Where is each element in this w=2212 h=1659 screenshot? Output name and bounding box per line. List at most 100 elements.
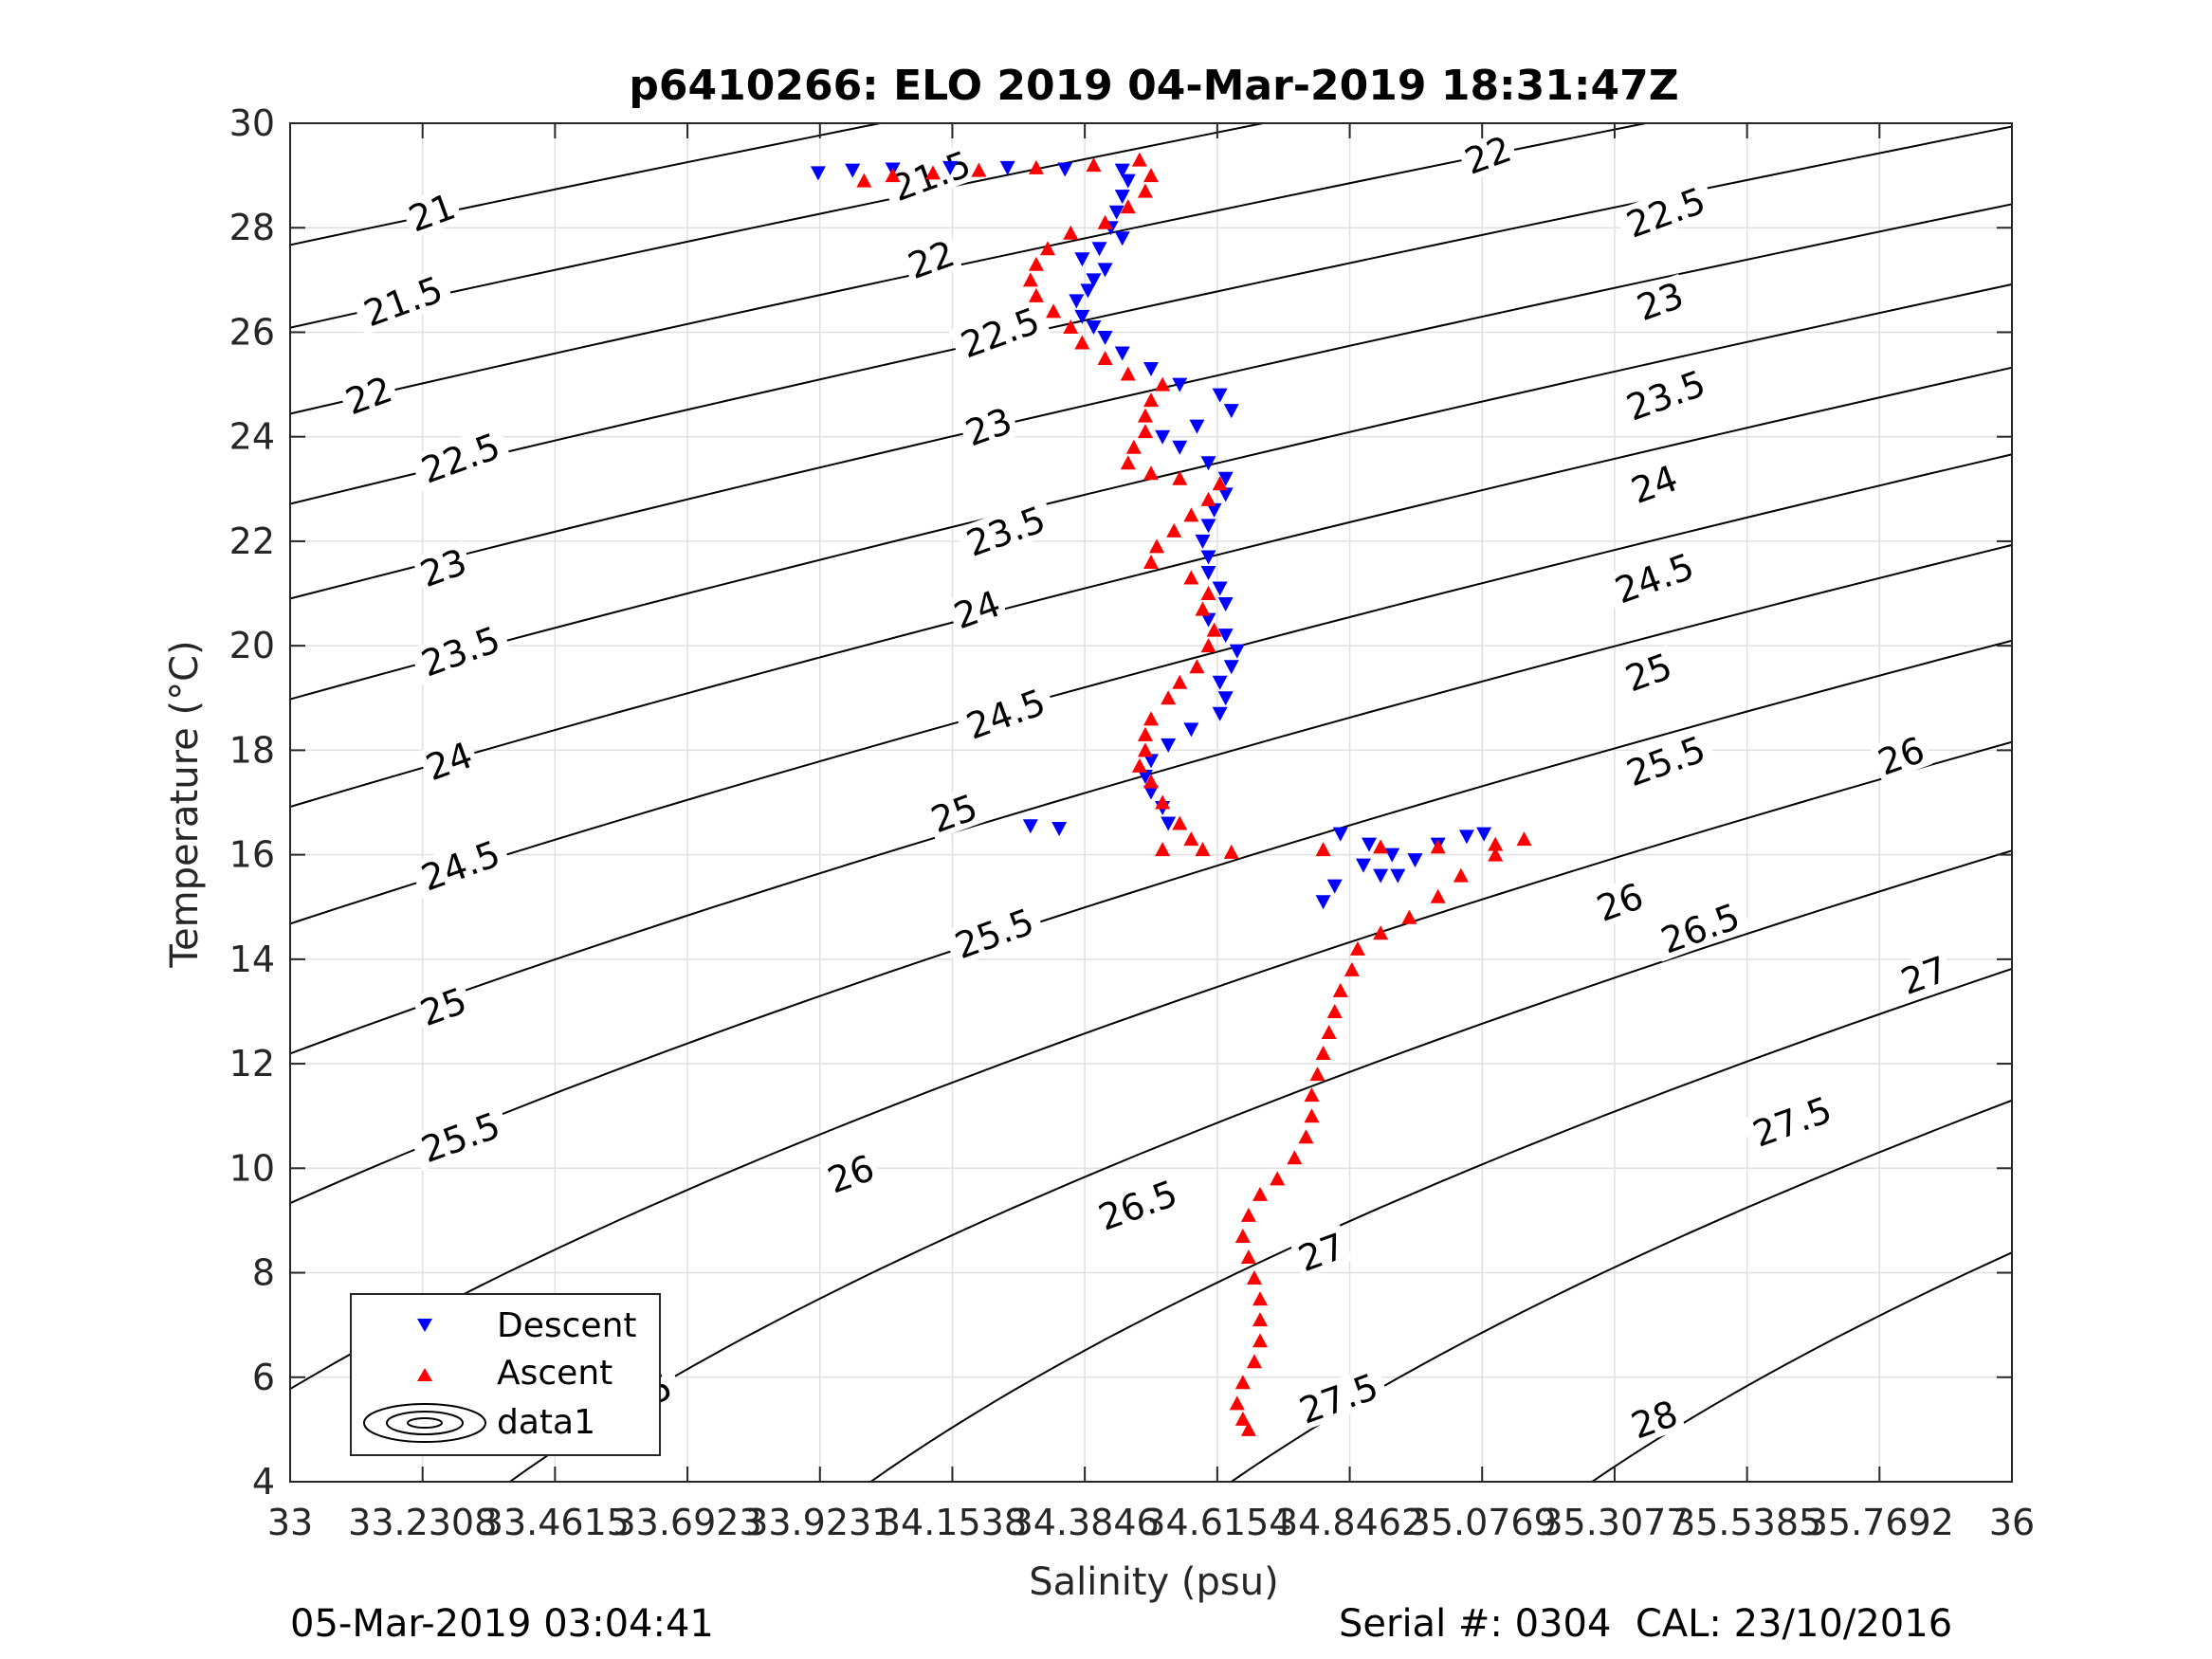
descent-point xyxy=(1091,242,1107,257)
y-tick-label: 20 xyxy=(229,625,275,666)
descent-point xyxy=(1200,612,1216,628)
ascent-point xyxy=(1155,794,1171,810)
ascent-point xyxy=(1240,1249,1256,1265)
descent-point xyxy=(1390,868,1406,884)
ascent-point xyxy=(1166,522,1182,538)
contour-label-bg xyxy=(942,899,1046,968)
y-tick-label: 4 xyxy=(252,1461,275,1503)
x-tick-label: 35.3077 xyxy=(1540,1502,1689,1543)
descent-point xyxy=(1108,205,1124,220)
density-contour-line xyxy=(290,203,2012,600)
descent-point xyxy=(1155,429,1171,445)
ascent-point xyxy=(1373,925,1389,940)
descent-point xyxy=(1114,231,1130,246)
ascent-point xyxy=(1028,256,1044,271)
contour-label-text: 25.5 xyxy=(950,901,1040,967)
ascent-point xyxy=(1086,157,1102,173)
ascent-point xyxy=(1172,815,1188,830)
descent-point xyxy=(1114,190,1130,205)
ascent-point xyxy=(1120,199,1136,214)
ascent-point xyxy=(1287,1150,1303,1165)
ascent-point xyxy=(1063,225,1079,240)
contour-label: 26 xyxy=(1869,728,1933,784)
ascent-point xyxy=(1430,888,1446,903)
ascent-point xyxy=(1161,690,1177,705)
ascent-point xyxy=(1143,711,1159,726)
ascent-point xyxy=(1046,303,1062,319)
density-contour-line xyxy=(290,123,1269,329)
descent-point xyxy=(1074,252,1090,267)
contour-label-bg xyxy=(352,266,454,336)
ascent-point xyxy=(1195,842,1211,857)
x-tick-label: 35.0769 xyxy=(1408,1502,1557,1543)
contour-label: 23 xyxy=(957,399,1020,454)
contour-label-text: 24.5 xyxy=(416,832,506,899)
descent-point xyxy=(1373,868,1389,884)
density-contour-line xyxy=(290,283,2012,701)
density-contour-line xyxy=(290,543,2012,1055)
contour-label: 27.5 xyxy=(1741,1086,1843,1156)
contour-label: 25.5 xyxy=(409,1103,512,1171)
contour-label-bg xyxy=(1617,645,1680,699)
descent-point xyxy=(999,160,1015,175)
ascent-point xyxy=(1074,335,1090,350)
contour-label-text: 23.5 xyxy=(961,499,1051,565)
legend-descent-marker xyxy=(417,1319,432,1332)
contour-label-text: 25.5 xyxy=(1621,728,1711,794)
descent-point xyxy=(1476,827,1492,842)
contour-label-text: 24.5 xyxy=(961,681,1051,747)
grid xyxy=(289,122,2013,1483)
contour-label: 25.5 xyxy=(1614,726,1717,794)
contour-label-bg xyxy=(1649,893,1751,962)
legend-ascent-label: Ascent xyxy=(497,1354,612,1393)
y-tick-label: 18 xyxy=(229,729,275,771)
density-contour-line xyxy=(290,453,2012,925)
contour-label: 25 xyxy=(1617,645,1680,700)
ascent-point xyxy=(1401,909,1417,924)
descent-point xyxy=(1143,754,1159,769)
contour-label-bg xyxy=(954,679,1057,748)
contour-label-text: 26.5 xyxy=(1093,1173,1183,1239)
ascent-point xyxy=(1234,1375,1251,1390)
x-axis-label: Salinity (psu) xyxy=(1029,1560,1278,1604)
legend-box xyxy=(350,1293,661,1456)
y-tick-label: 26 xyxy=(229,311,275,353)
descent-point xyxy=(1074,309,1090,324)
descent-point xyxy=(1217,691,1234,706)
contour-label-bg xyxy=(409,423,512,492)
ascent-point xyxy=(1172,470,1188,485)
descent-point xyxy=(1229,644,1245,659)
ascent-point xyxy=(1120,455,1136,470)
legend-ascent-marker xyxy=(417,1368,432,1381)
descent-point xyxy=(1120,173,1136,189)
ascent-point xyxy=(1321,1025,1337,1040)
ascent-point xyxy=(1252,1186,1269,1201)
contour-label-bg xyxy=(1287,1363,1390,1432)
ascent-point xyxy=(1120,366,1136,381)
legend-descent-label: Descent xyxy=(497,1306,637,1345)
descent-point xyxy=(1217,487,1234,502)
x-tick-label: 33.2308 xyxy=(348,1502,497,1543)
ascent-point xyxy=(1097,214,1113,229)
legend-contour-label: data1 xyxy=(497,1403,595,1442)
descent-point xyxy=(1051,822,1068,837)
contour-label-bg xyxy=(948,298,1051,367)
contour-label-text: 27.5 xyxy=(1747,1088,1837,1155)
ascent-point xyxy=(971,162,987,177)
contour-label-bg xyxy=(337,368,400,422)
footer-timestamp: 05-Mar-2019 03:04:41 xyxy=(290,1602,714,1646)
contour-label-bg xyxy=(957,399,1020,453)
contour-label: 24.5 xyxy=(409,830,512,900)
density-contour-line xyxy=(1230,1099,2012,1482)
contour-label-bg xyxy=(1087,1170,1189,1239)
contour-label: 23.5 xyxy=(954,496,1057,565)
contour-label: 22 xyxy=(337,368,400,423)
ascent-point xyxy=(1246,1270,1262,1285)
ascent-point xyxy=(1270,1171,1286,1186)
ascent-point xyxy=(1200,586,1216,601)
ascent-point xyxy=(1315,842,1331,857)
ascent-point xyxy=(1143,774,1159,789)
descent-point xyxy=(1195,534,1211,549)
contour-label-bg xyxy=(411,978,475,1033)
y-tick-label: 28 xyxy=(229,207,275,248)
